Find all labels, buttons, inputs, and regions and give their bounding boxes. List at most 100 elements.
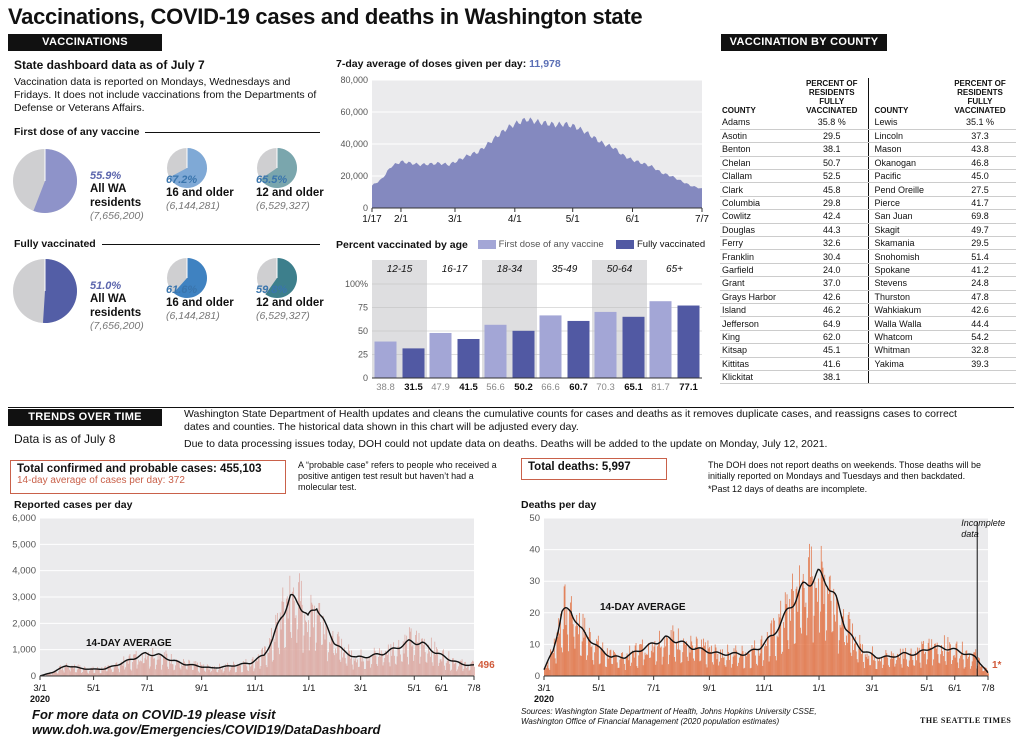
y-tick-label: 40,000 [340,139,368,149]
daily-bar [246,666,248,676]
daily-bar [554,658,556,676]
daily-bar [452,658,454,676]
daily-bar [986,668,987,676]
daily-bar [348,644,350,676]
x-tick-label: 5/1 [408,683,421,694]
daily-bar [931,639,933,676]
vax-note: Vaccination data is reported on Mondays,… [14,76,317,114]
daily-bar [613,650,614,676]
daily-bar [619,659,621,676]
daily-bar [612,664,614,676]
daily-bar [445,670,446,676]
daily-bar [861,654,862,676]
county-name: Pacific [868,169,944,184]
daily-bar [410,628,412,676]
daily-bar [617,667,619,676]
daily-bar [756,663,757,676]
daily-bar [571,617,573,676]
daily-bar [110,666,111,676]
daily-bar [441,661,443,676]
daily-bar [660,646,662,676]
legend-swatch-first [478,239,496,249]
daily-bar [559,633,560,676]
daily-bar [731,664,733,676]
daily-bar [406,635,408,676]
daily-bar [921,641,923,676]
daily-bar [544,669,545,676]
daily-bar [329,642,330,676]
daily-bar [644,652,646,676]
col-county-left: COUNTY [722,106,756,115]
daily-bar [388,662,390,676]
county-pct: 38.1 [796,370,869,385]
daily-bar [204,670,205,676]
daily-bar [944,661,946,676]
daily-bar [472,660,473,676]
daily-bar [425,661,427,676]
daily-bar [311,602,313,676]
daily-bar [803,587,805,676]
age-bar [622,316,645,378]
pie-pct: 61.6% [166,284,198,296]
daily-bar [799,565,800,676]
daily-bar [719,661,720,676]
daily-bar [83,668,84,676]
daily-bar [344,657,346,676]
daily-bar [464,662,466,676]
daily-bar [106,671,108,676]
daily-bar [431,662,433,676]
daily-bar [218,669,220,676]
first-dose-pie-0 [13,149,77,213]
daily-bar [550,649,552,676]
pie-slice [169,148,207,188]
daily-bar [444,665,445,676]
daily-bar [381,653,383,676]
daily-bar [435,655,437,676]
daily-bar [716,659,718,676]
daily-bar [61,669,62,676]
daily-bar [935,648,937,676]
daily-bar [922,643,924,676]
county-pct: 39.3 [944,357,1016,371]
daily-bar [653,646,655,676]
county-pct: 35.1 % [944,116,1016,130]
age-bar [539,315,562,378]
daily-bar [443,649,444,676]
daily-bar [878,661,880,676]
daily-bar [445,662,447,676]
daily-bar [779,617,781,676]
trends-note-2: Due to data processing issues today, DOH… [184,438,828,450]
daily-bar [108,665,110,676]
daily-bar [293,600,295,676]
daily-bar [972,653,974,676]
daily-bar [68,669,70,676]
daily-bar [793,643,795,676]
daily-bar [213,669,214,676]
daily-bar [397,646,399,676]
daily-bar [369,656,371,676]
daily-bar [628,660,630,676]
daily-bar [71,665,73,676]
daily-bar [701,639,703,676]
daily-bar [632,652,634,676]
county-name: Chelan [720,156,796,171]
daily-bar [807,617,809,676]
footer-link[interactable]: www.doh.wa.gov/Emergencies/COVID19/DataD… [32,722,381,737]
daily-bar [387,644,389,676]
daily-bar [812,642,814,676]
daily-bar [428,644,430,676]
daily-bar [321,644,322,676]
daily-bar [755,655,756,676]
daily-bar [855,651,857,676]
daily-bar [473,661,474,676]
daily-bar [433,654,435,676]
daily-bar [260,666,262,676]
daily-bar [59,666,61,676]
daily-bar [834,614,836,676]
daily-bar [105,671,107,676]
county-name: Grant [720,276,796,291]
daily-bar [563,586,565,676]
daily-bar [734,655,736,676]
daily-bar [912,660,914,676]
daily-bar [285,647,286,676]
